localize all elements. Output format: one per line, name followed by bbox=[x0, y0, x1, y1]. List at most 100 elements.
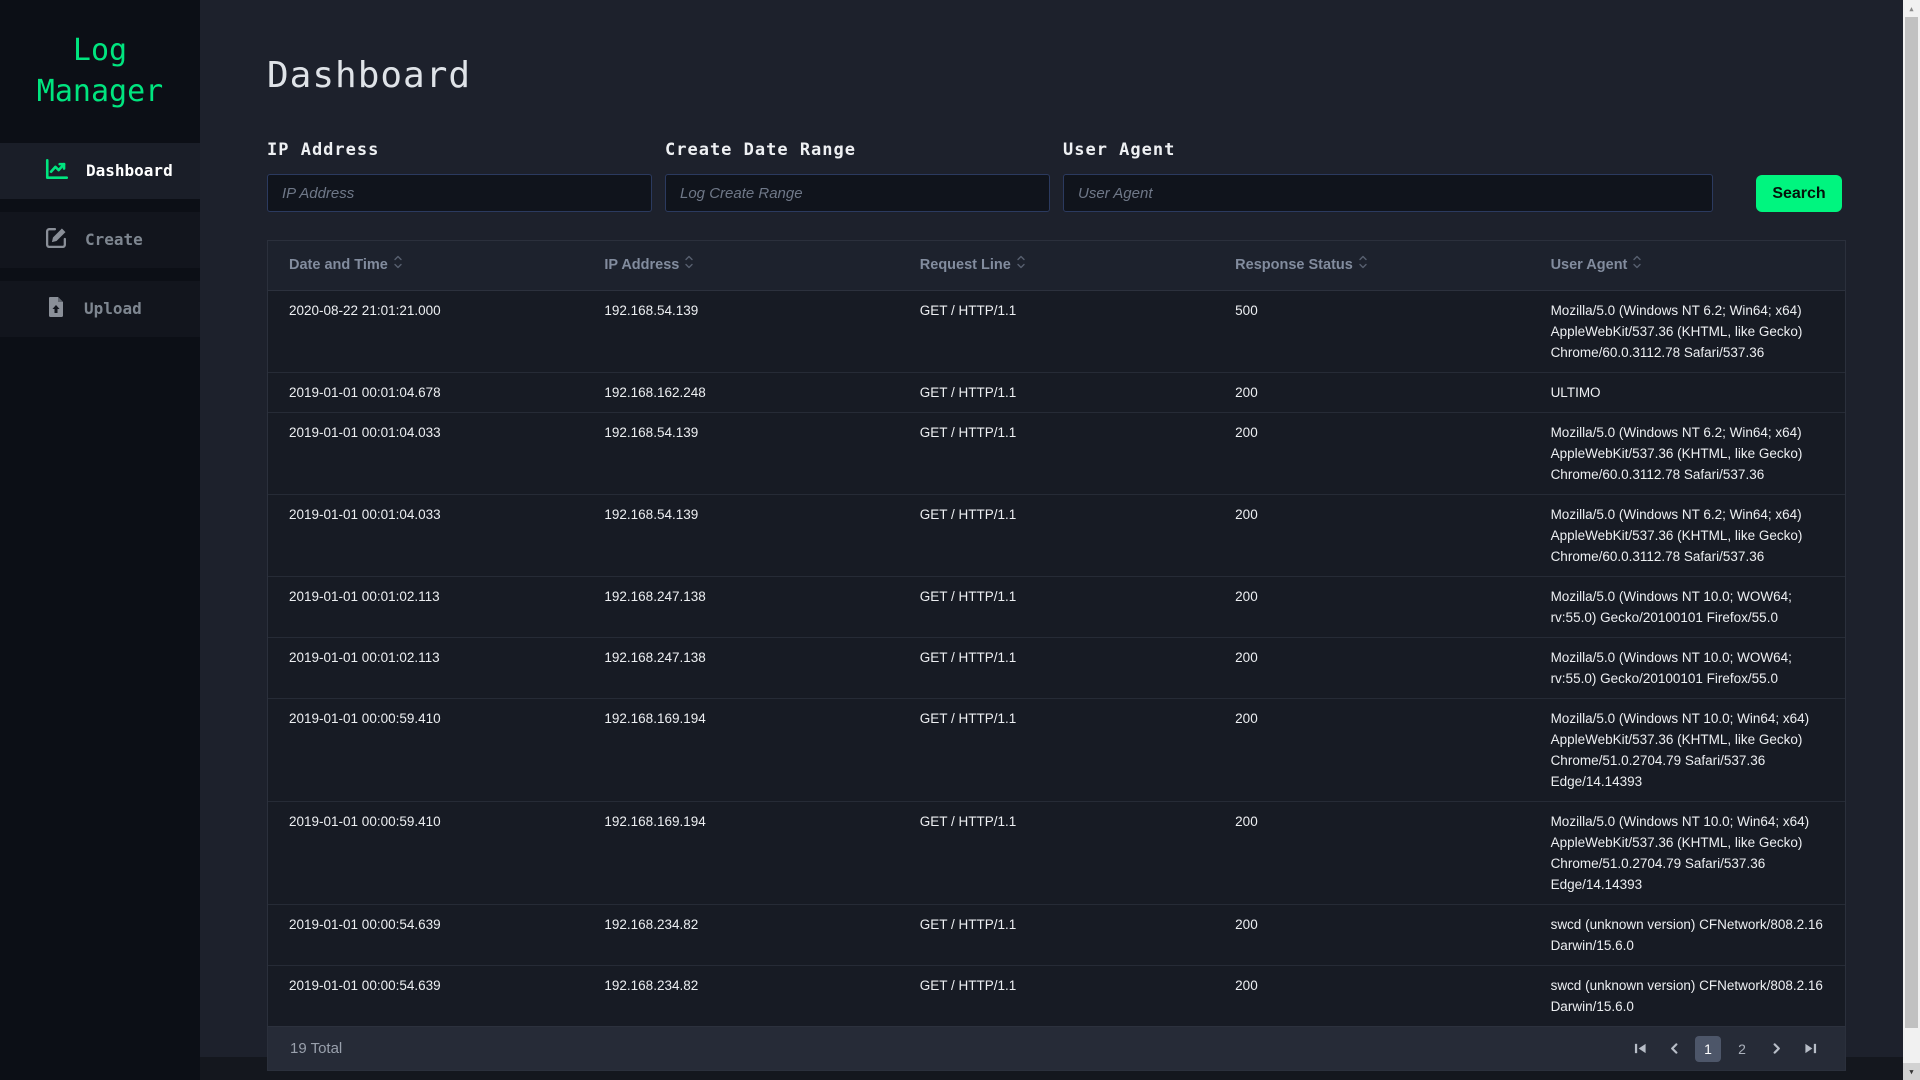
cell-ip: 192.168.247.138 bbox=[604, 589, 706, 604]
cell-user-agent: Mozilla/5.0 (Windows NT 6.2; Win64; x64)… bbox=[1550, 303, 1803, 360]
table-row: 2020-08-22 21:01:21.000 192.168.54.139 G… bbox=[268, 291, 1845, 373]
cell-user-agent: Mozilla/5.0 (Windows NT 10.0; Win64; x64… bbox=[1550, 814, 1810, 892]
table-row: 2019-01-01 00:00:54.639 192.168.234.82 G… bbox=[268, 905, 1845, 966]
app-logo: Log Manager bbox=[0, 0, 200, 113]
table-header-row: Date and Time IP Address Request Line Re… bbox=[268, 241, 1845, 291]
cell-ip: 192.168.162.248 bbox=[604, 385, 706, 400]
cell-status: 200 bbox=[1235, 589, 1258, 604]
cell-status: 200 bbox=[1235, 917, 1258, 932]
cell-request: GET / HTTP/1.1 bbox=[919, 385, 1017, 400]
cell-datetime: 2019-01-01 00:00:59.410 bbox=[289, 711, 441, 726]
filter-label: Create Date Range bbox=[665, 140, 856, 160]
table-footer: 19 Total 1 2 bbox=[268, 1026, 1845, 1070]
sidebar-item-label: Create bbox=[85, 230, 143, 250]
cell-request: GET / HTTP/1.1 bbox=[919, 917, 1017, 932]
pen-square-icon bbox=[44, 225, 69, 254]
table-row: 2019-01-01 00:01:02.113 192.168.247.138 … bbox=[268, 638, 1845, 699]
cell-ip: 192.168.54.139 bbox=[604, 303, 699, 318]
table-row: 2019-01-01 00:01:04.033 192.168.54.139 G… bbox=[268, 495, 1845, 577]
cell-datetime: 2019-01-01 00:00:54.639 bbox=[289, 978, 441, 993]
sort-icon[interactable] bbox=[394, 255, 402, 276]
cell-datetime: 2019-01-01 00:00:59.410 bbox=[289, 814, 441, 829]
cell-request: GET / HTTP/1.1 bbox=[919, 303, 1017, 318]
next-page-button[interactable] bbox=[1763, 1036, 1789, 1062]
cell-ip: 192.168.54.139 bbox=[604, 425, 699, 440]
cell-status: 200 bbox=[1235, 507, 1258, 522]
sort-icon[interactable] bbox=[1359, 255, 1367, 276]
cell-ip: 192.168.247.138 bbox=[604, 650, 706, 665]
table-row: 2019-01-01 00:00:59.410 192.168.169.194 … bbox=[268, 802, 1845, 905]
main-content: Dashboard IP Address Create Date Range U… bbox=[200, 0, 1903, 1071]
column-header-request-line[interactable]: Request Line bbox=[899, 241, 1214, 290]
sidebar-item-create[interactable]: Create bbox=[0, 211, 200, 268]
sidebar-item-dashboard[interactable]: Dashboard bbox=[0, 142, 200, 199]
cell-user-agent: Mozilla/5.0 (Windows NT 10.0; WOW64; rv:… bbox=[1550, 589, 1792, 625]
cell-request: GET / HTTP/1.1 bbox=[919, 650, 1017, 665]
column-header-ip-address[interactable]: IP Address bbox=[583, 241, 898, 290]
scrollbar-down-arrow-icon[interactable]: ▼ bbox=[1903, 1063, 1920, 1080]
cell-status: 500 bbox=[1235, 303, 1258, 318]
sort-icon[interactable] bbox=[1017, 255, 1025, 276]
app-logo-line2: Manager bbox=[36, 74, 164, 110]
table-body: 2020-08-22 21:01:21.000 192.168.54.139 G… bbox=[268, 291, 1845, 1026]
sidebar-item-upload[interactable]: Upload bbox=[0, 280, 200, 337]
cell-datetime: 2019-01-01 00:01:02.113 bbox=[289, 650, 440, 665]
ip-address-input[interactable] bbox=[267, 174, 652, 212]
cell-status: 200 bbox=[1235, 814, 1258, 829]
sidebar-item-label: Upload bbox=[84, 299, 142, 319]
search-button[interactable]: Search bbox=[1756, 175, 1842, 212]
cell-request: GET / HTTP/1.1 bbox=[919, 978, 1017, 993]
cell-datetime: 2019-01-01 00:01:04.033 bbox=[289, 507, 441, 522]
page-title: Dashboard bbox=[267, 55, 472, 96]
create-date-range-input[interactable] bbox=[665, 174, 1050, 212]
cell-status: 200 bbox=[1235, 978, 1258, 993]
browser-scrollbar[interactable]: ▲ ▼ bbox=[1903, 0, 1920, 1080]
cell-ip: 192.168.234.82 bbox=[604, 917, 699, 932]
cell-user-agent: Mozilla/5.0 (Windows NT 6.2; Win64; x64)… bbox=[1550, 507, 1803, 564]
user-agent-input[interactable] bbox=[1063, 174, 1713, 212]
cell-status: 200 bbox=[1235, 711, 1258, 726]
table-row: 2019-01-01 00:00:59.410 192.168.169.194 … bbox=[268, 699, 1845, 802]
cell-request: GET / HTTP/1.1 bbox=[919, 711, 1017, 726]
cell-user-agent: ULTIMO bbox=[1550, 385, 1601, 400]
filter-group: Create Date Range bbox=[665, 140, 1050, 212]
table-row: 2019-01-01 00:00:54.639 192.168.234.82 G… bbox=[268, 966, 1845, 1026]
filter-group: IP Address bbox=[267, 140, 652, 212]
first-page-button[interactable] bbox=[1627, 1036, 1653, 1062]
page-button-2[interactable]: 2 bbox=[1738, 1040, 1746, 1057]
table-row: 2019-01-01 00:01:04.678 192.168.162.248 … bbox=[268, 373, 1845, 413]
cell-ip: 192.168.169.194 bbox=[604, 711, 706, 726]
pagination: 1 2 bbox=[1627, 1035, 1823, 1062]
cell-request: GET / HTTP/1.1 bbox=[919, 589, 1017, 604]
scrollbar-up-arrow-icon[interactable]: ▲ bbox=[1903, 0, 1920, 17]
page-button-1[interactable]: 1 bbox=[1695, 1035, 1721, 1062]
scrollbar-thumb[interactable] bbox=[1905, 17, 1918, 1028]
file-upload-icon bbox=[44, 295, 68, 323]
table-row: 2019-01-01 00:01:04.033 192.168.54.139 G… bbox=[268, 413, 1845, 495]
cell-datetime: 2019-01-01 00:00:54.639 bbox=[289, 917, 441, 932]
table-row: 2019-01-01 00:01:02.113 192.168.247.138 … bbox=[268, 577, 1845, 638]
filter-label: User Agent bbox=[1063, 140, 1176, 160]
cell-user-agent: Mozilla/5.0 (Windows NT 10.0; WOW64; rv:… bbox=[1550, 650, 1792, 686]
sort-icon[interactable] bbox=[1633, 255, 1642, 276]
column-header-date-and-time[interactable]: Date and Time bbox=[268, 241, 583, 290]
cell-datetime: 2020-08-22 21:01:21.000 bbox=[289, 303, 441, 318]
sort-icon[interactable] bbox=[685, 255, 694, 276]
cell-user-agent: swcd (unknown version) CFNetwork/808.2.1… bbox=[1550, 978, 1823, 1014]
log-table: Date and Time IP Address Request Line Re… bbox=[267, 240, 1846, 1071]
total-count: 19 Total bbox=[290, 1040, 343, 1057]
sidebar-nav: Dashboard Create Upload bbox=[0, 142, 200, 337]
cell-request: GET / HTTP/1.1 bbox=[919, 507, 1017, 522]
cell-ip: 192.168.169.194 bbox=[604, 814, 706, 829]
column-header-response-status[interactable]: Response Status bbox=[1214, 241, 1529, 290]
cell-ip: 192.168.234.82 bbox=[604, 978, 699, 993]
chart-line-icon bbox=[44, 156, 70, 186]
cell-request: GET / HTTP/1.1 bbox=[919, 814, 1017, 829]
prev-page-button[interactable] bbox=[1661, 1036, 1687, 1062]
cell-datetime: 2019-01-01 00:01:04.678 bbox=[289, 385, 441, 400]
sidebar-item-label: Dashboard bbox=[86, 161, 173, 181]
cell-user-agent: swcd (unknown version) CFNetwork/808.2.1… bbox=[1550, 917, 1823, 953]
last-page-button[interactable] bbox=[1797, 1036, 1823, 1062]
column-header-user-agent[interactable]: User Agent bbox=[1530, 241, 1845, 290]
cell-user-agent: Mozilla/5.0 (Windows NT 10.0; Win64; x64… bbox=[1550, 711, 1810, 789]
